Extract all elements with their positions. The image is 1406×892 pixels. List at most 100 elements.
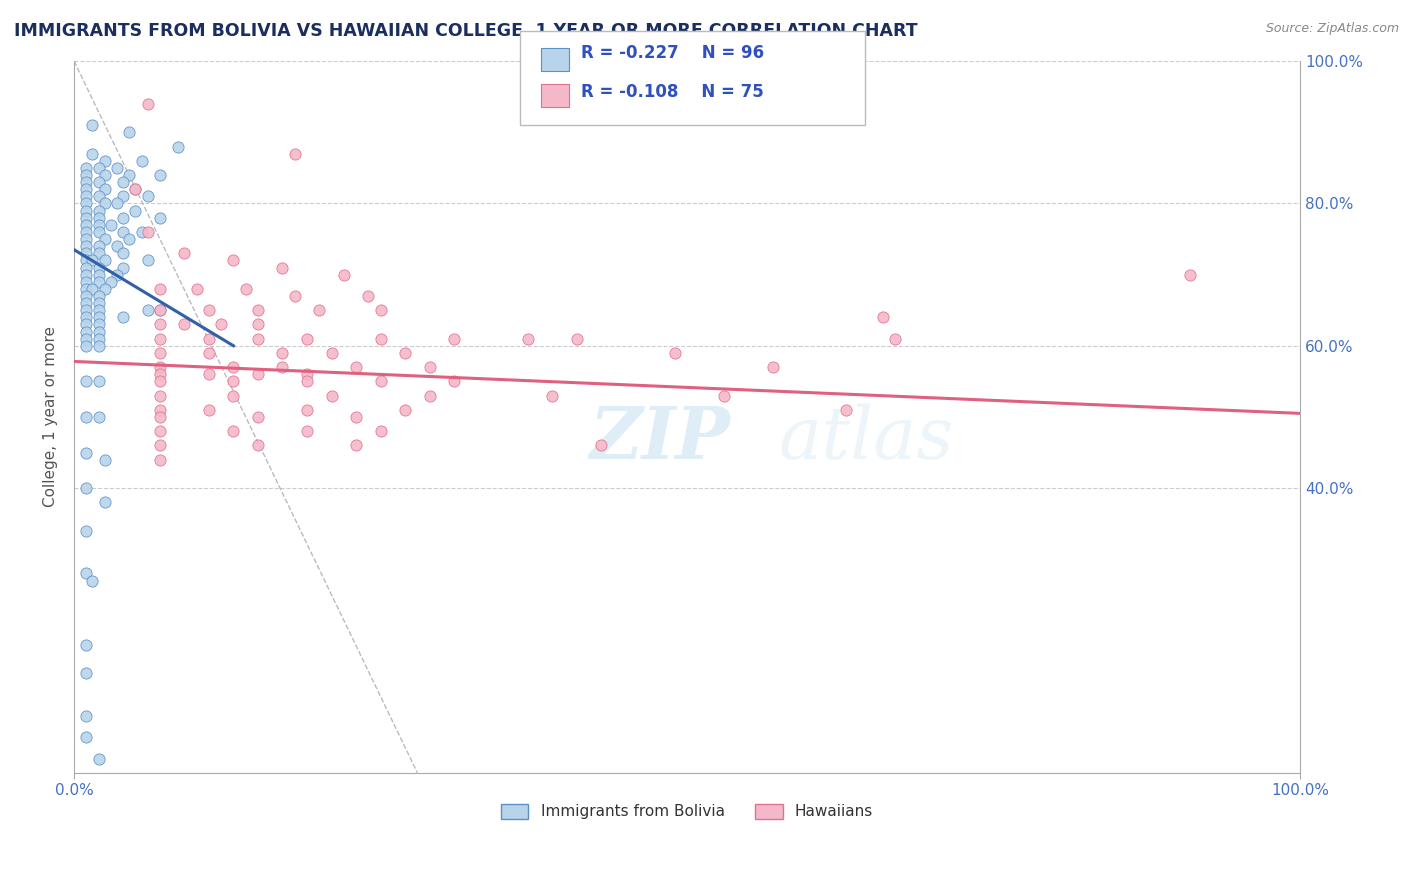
Point <box>93 495 115 509</box>
Point <box>136 253 159 268</box>
Point <box>75 318 97 332</box>
Point <box>131 153 153 168</box>
Point <box>75 325 97 339</box>
Point <box>124 203 146 218</box>
Point <box>75 232 97 246</box>
Point <box>419 360 441 375</box>
Point <box>149 388 172 402</box>
Point <box>93 232 115 246</box>
Point <box>222 388 245 402</box>
Point <box>246 368 269 382</box>
Point <box>222 253 245 268</box>
Point <box>149 211 172 225</box>
Point <box>87 203 110 218</box>
Point <box>75 225 97 239</box>
Point <box>591 438 613 452</box>
Point <box>149 346 172 360</box>
Point <box>75 524 97 538</box>
Point <box>75 182 97 196</box>
Point <box>565 332 588 346</box>
Point <box>136 225 159 239</box>
Point <box>93 182 115 196</box>
Point <box>87 409 110 424</box>
Point <box>75 253 97 268</box>
Point <box>149 318 172 332</box>
Point <box>75 282 97 296</box>
Point <box>271 360 294 375</box>
Point <box>370 424 392 438</box>
Point <box>198 368 221 382</box>
Point <box>75 211 97 225</box>
Point <box>75 289 97 303</box>
Point <box>75 196 97 211</box>
Point <box>124 182 146 196</box>
Point <box>136 96 159 111</box>
Point <box>295 424 318 438</box>
Point <box>167 139 190 153</box>
Point <box>87 325 110 339</box>
Point <box>112 211 135 225</box>
Point <box>344 438 367 452</box>
Point <box>87 218 110 232</box>
Point <box>271 260 294 275</box>
Point <box>75 375 97 389</box>
Point <box>93 452 115 467</box>
Point <box>100 218 122 232</box>
Point <box>222 424 245 438</box>
Point <box>131 225 153 239</box>
Point <box>295 375 318 389</box>
Point <box>516 332 538 346</box>
Point <box>370 332 392 346</box>
Point <box>149 402 172 417</box>
Point <box>75 246 97 260</box>
Point <box>82 146 104 161</box>
Point <box>87 332 110 346</box>
Text: IMMIGRANTS FROM BOLIVIA VS HAWAIIAN COLLEGE, 1 YEAR OR MORE CORRELATION CHART: IMMIGRANTS FROM BOLIVIA VS HAWAIIAN COLL… <box>14 22 918 40</box>
Point <box>173 318 195 332</box>
Point <box>884 332 907 346</box>
Point <box>105 196 128 211</box>
Point <box>112 189 135 203</box>
Point <box>75 189 97 203</box>
Point <box>105 239 128 253</box>
Point <box>75 203 97 218</box>
Point <box>136 303 159 318</box>
Point <box>93 153 115 168</box>
Point <box>75 268 97 282</box>
Point <box>149 303 172 318</box>
Point <box>105 268 128 282</box>
Point <box>246 332 269 346</box>
Text: Source: ZipAtlas.com: Source: ZipAtlas.com <box>1265 22 1399 36</box>
Point <box>75 175 97 189</box>
Point <box>321 388 343 402</box>
Point <box>222 375 245 389</box>
Point <box>100 275 122 289</box>
Point <box>75 260 97 275</box>
Point <box>198 303 221 318</box>
Point <box>246 438 269 452</box>
Point <box>295 332 318 346</box>
Point <box>82 118 104 132</box>
Point <box>271 346 294 360</box>
Point <box>75 218 97 232</box>
Point <box>235 282 257 296</box>
Point <box>419 388 441 402</box>
Point <box>357 289 380 303</box>
Point <box>75 638 97 652</box>
Text: atlas: atlas <box>779 403 955 474</box>
Point <box>149 168 172 182</box>
Point <box>82 282 104 296</box>
Point <box>87 275 110 289</box>
Point <box>75 310 97 325</box>
Point <box>87 225 110 239</box>
Point <box>75 666 97 681</box>
Text: R = -0.227    N = 96: R = -0.227 N = 96 <box>581 45 763 62</box>
Point <box>443 332 465 346</box>
Point <box>75 708 97 723</box>
Legend: Immigrants from Bolivia, Hawaiians: Immigrants from Bolivia, Hawaiians <box>495 797 879 826</box>
Point <box>872 310 894 325</box>
Point <box>82 253 104 268</box>
Point <box>118 168 141 182</box>
Point <box>149 438 172 452</box>
Point <box>246 409 269 424</box>
